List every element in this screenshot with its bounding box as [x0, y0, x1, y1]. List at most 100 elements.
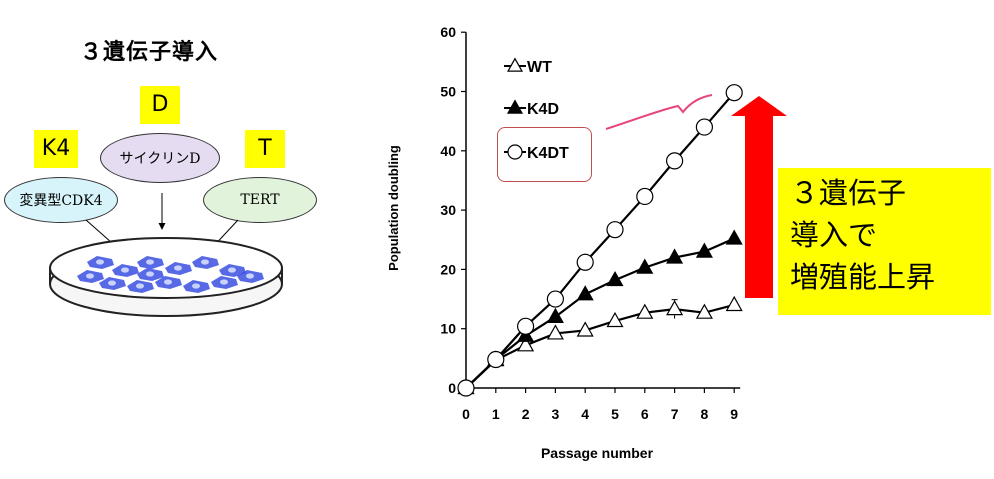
data-point — [546, 307, 564, 323]
x-tick-label: 2 — [522, 406, 530, 422]
cell-nucleus — [228, 267, 236, 273]
data-point — [516, 317, 535, 335]
y-tick-label: 40 — [440, 143, 456, 159]
x-tick-label: 4 — [581, 406, 589, 422]
data-point — [546, 324, 564, 340]
cell-nucleus — [146, 271, 154, 277]
cell — [137, 268, 164, 281]
data-point — [606, 311, 624, 328]
data-point — [576, 321, 594, 337]
annotation-line-2: 導入で — [790, 218, 878, 252]
legend-label: K4D — [527, 101, 559, 118]
data-point — [695, 303, 713, 319]
data-point — [576, 253, 594, 271]
cdk4-label: 変異型CDK4 — [19, 193, 103, 209]
cell — [112, 264, 139, 277]
chart-axes: 0 10 20 30 40 50 60 0 1 2 3 4 5 6 7 8 9 — [440, 24, 741, 422]
x-tick-label: 0 — [462, 406, 470, 422]
x-tick-label: 8 — [701, 406, 709, 422]
data-point — [666, 248, 684, 264]
chart-series — [457, 84, 743, 397]
data-point — [487, 350, 505, 369]
cell-nucleus — [121, 267, 129, 273]
increase-arrow — [731, 96, 787, 298]
cdk4-ellipse: 変異型CDK4 — [4, 177, 118, 223]
legend-item-k4dt: K4DT — [504, 144, 569, 162]
cell — [192, 256, 219, 269]
series-wt — [457, 295, 743, 395]
cell-nucleus — [108, 280, 116, 286]
x-tick-label: 3 — [552, 406, 560, 422]
gene-label-t: T — [245, 130, 285, 168]
legend-item-k4d: K4D — [504, 99, 559, 118]
data-point — [725, 84, 743, 102]
legend-label: WT — [527, 59, 552, 76]
annotation-line-1: ３遺伝子 — [790, 176, 907, 210]
gene-label-k4: K4 — [34, 130, 78, 168]
chart-legend: WT K4D K4DT — [504, 57, 569, 162]
cultured-cells — [77, 256, 264, 293]
data-point — [576, 285, 594, 301]
cell-nucleus — [136, 283, 144, 289]
data-point — [546, 290, 565, 308]
x-tick-label: 7 — [671, 406, 679, 422]
y-tick-label: 20 — [440, 261, 456, 277]
data-point — [507, 144, 523, 160]
data-point — [636, 303, 654, 319]
cell-nucleus — [146, 259, 154, 265]
data-point — [606, 270, 624, 287]
cell-nucleus — [246, 273, 254, 279]
x-tick-label: 6 — [641, 406, 649, 422]
legend-item-wt: WT — [504, 57, 552, 76]
cell-nucleus — [220, 279, 228, 285]
series-line — [465, 91, 736, 389]
cell — [87, 256, 114, 269]
y-axis-label: Population doubling — [386, 145, 401, 271]
cell — [219, 264, 246, 277]
x-tick-label: 5 — [611, 406, 619, 422]
cell — [99, 277, 126, 290]
y-tick-label: 60 — [440, 24, 456, 40]
y-tick-label: 10 — [440, 321, 456, 337]
cell-nucleus — [192, 283, 200, 289]
data-point — [725, 229, 743, 245]
gene-label-d: D — [140, 86, 180, 124]
x-axis-label: Passage number — [541, 445, 654, 461]
data-point — [665, 152, 684, 170]
y-tick-label: 50 — [440, 84, 456, 100]
x-tick-label: 1 — [492, 406, 500, 422]
cyclin-d-ellipse: サイクリンD — [100, 133, 220, 183]
data-point — [636, 258, 654, 274]
cell-nucleus — [174, 265, 182, 271]
cyclin-d-label: サイクリンD — [119, 151, 201, 167]
cell — [155, 276, 182, 289]
cell — [165, 262, 192, 275]
cell-nucleus — [86, 273, 94, 279]
x-tick-label: 9 — [730, 406, 738, 422]
data-point — [506, 57, 524, 72]
tert-ellipse: TERT — [203, 177, 317, 223]
tert-label: TERT — [240, 192, 280, 208]
cell-nucleus — [201, 259, 209, 265]
cell — [77, 270, 104, 283]
data-point — [517, 336, 535, 352]
cell-nucleus — [96, 259, 104, 265]
series-line — [465, 237, 735, 389]
annotation-line-3: 増殖能上昇 — [790, 260, 936, 294]
annotation-note: ３遺伝子 導入で 増殖能上昇 — [778, 168, 991, 315]
pen-stroke-annotation — [605, 94, 713, 130]
data-point — [506, 99, 524, 114]
series-k4dt — [457, 84, 743, 397]
legend-label: K4DT — [527, 145, 569, 162]
data-point — [695, 118, 714, 136]
data-point — [666, 300, 684, 316]
y-tick-label: 0 — [448, 380, 456, 396]
data-point — [457, 379, 475, 397]
diagram-title: ３遺伝子導入 — [80, 40, 219, 65]
y-tick-label: 30 — [440, 202, 456, 218]
data-point — [606, 221, 624, 239]
data-point — [636, 187, 654, 206]
data-point — [725, 295, 743, 312]
cell — [127, 280, 154, 293]
